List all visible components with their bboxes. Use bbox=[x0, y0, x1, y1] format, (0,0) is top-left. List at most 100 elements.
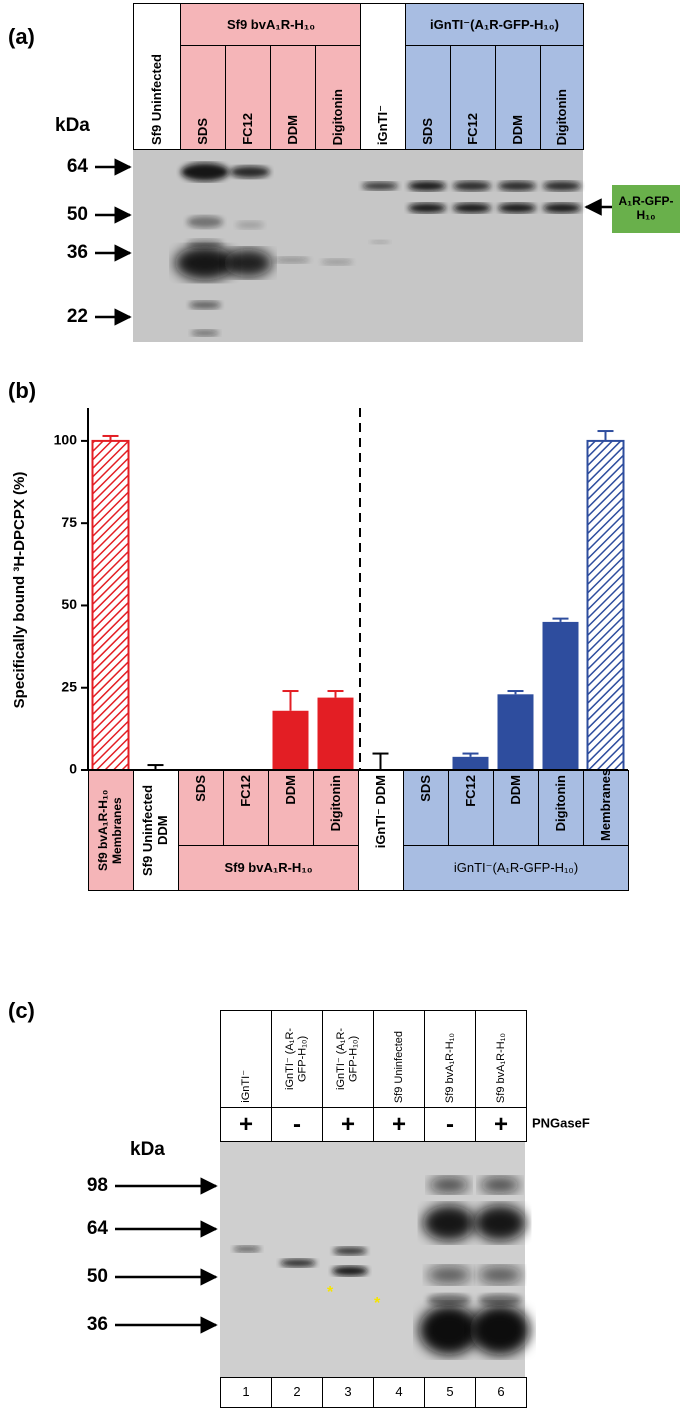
marker-label: 98 bbox=[87, 1175, 108, 1196]
group-label: iGnTI⁻(A₁R-GFP-H₁₀) bbox=[403, 845, 629, 891]
category-label-text: SDS bbox=[417, 775, 433, 802]
blot-band bbox=[408, 181, 446, 191]
bar bbox=[91, 439, 130, 771]
group-header: Sf9 bvA₁R-H₁₀ bbox=[180, 3, 362, 47]
category-label: SDS bbox=[403, 770, 449, 846]
treatment-sign: - bbox=[424, 1107, 476, 1142]
lane-header-text: SDS bbox=[194, 118, 210, 145]
treatment-sign: + bbox=[373, 1107, 425, 1142]
lane-header: Sf9 Uninfected bbox=[373, 1010, 425, 1108]
lane-header-text: iGnTI⁻ (A₁R-GFP-H₁₀) bbox=[284, 1027, 309, 1091]
blot-band bbox=[478, 1294, 522, 1306]
lane-number: 4 bbox=[373, 1377, 425, 1408]
marker-label: 36 bbox=[87, 1314, 108, 1335]
blot-band bbox=[419, 1305, 479, 1355]
lane-header: SDS bbox=[405, 45, 451, 150]
blot-band bbox=[453, 181, 491, 191]
lane-number-text: 2 bbox=[293, 1384, 301, 1400]
panel-label: (b) bbox=[8, 378, 36, 403]
blot-band bbox=[423, 1205, 475, 1241]
blot-band bbox=[230, 166, 270, 178]
blot-band bbox=[498, 181, 536, 191]
lane-header-text: Sf9 Uninfected bbox=[392, 1030, 405, 1103]
panel-label: (a) bbox=[8, 24, 35, 49]
category-label: DDM bbox=[493, 770, 539, 846]
lane-header-text: DDM bbox=[284, 115, 300, 145]
blot-band bbox=[478, 1266, 522, 1284]
panel-label: (c) bbox=[8, 998, 35, 1023]
lane-header: SDS bbox=[180, 45, 226, 150]
lane-header: DDM bbox=[495, 45, 541, 150]
y-axis-title: Specifically bound ³H-DPCPX (%) bbox=[11, 472, 28, 709]
category-label-text: Digitonin bbox=[552, 775, 568, 832]
group-header: iGnTI⁻(A₁R-GFP-H₁₀) bbox=[405, 3, 584, 47]
bar bbox=[542, 621, 579, 770]
category-label-text: FC12 bbox=[237, 775, 253, 807]
lane-header: Sf9 bvA₁R-H₁₀ bbox=[424, 1010, 476, 1108]
blot-band bbox=[236, 221, 264, 229]
blot-band bbox=[453, 203, 491, 213]
lane-number-text: 6 bbox=[497, 1384, 505, 1400]
lane-number: 6 bbox=[475, 1377, 527, 1408]
y-tick-label: 25 bbox=[61, 678, 77, 694]
category-label: iGnTI⁻ DDM bbox=[358, 770, 404, 891]
category-label-text: SDS bbox=[192, 775, 208, 802]
lane-header: iGnTI⁻ (A₁R-GFP-H₁₀) bbox=[271, 1010, 323, 1108]
group-header-text: Sf9 bvA₁R-H₁₀ bbox=[226, 16, 316, 32]
blot-band bbox=[333, 1247, 367, 1255]
blot-band bbox=[175, 246, 235, 280]
category-label: FC12 bbox=[223, 770, 269, 846]
category-label: DDM bbox=[268, 770, 314, 846]
blot-band bbox=[370, 240, 390, 244]
treatment-sign: - bbox=[271, 1107, 323, 1142]
error-bar bbox=[507, 690, 524, 695]
lane-header: iGnTI⁻ bbox=[220, 1010, 272, 1108]
marker-label: 64 bbox=[87, 1218, 109, 1239]
bar bbox=[586, 439, 625, 771]
marker-label: 50 bbox=[87, 1266, 108, 1287]
marker-label: 22 bbox=[67, 306, 88, 327]
lane-header: iGnTI⁻ bbox=[360, 3, 406, 150]
category-label: Digitonin bbox=[313, 770, 359, 846]
error-bar bbox=[327, 690, 344, 698]
category-label-text: DDM bbox=[507, 775, 523, 805]
lane-number: 5 bbox=[424, 1377, 476, 1408]
blot-band bbox=[427, 1294, 471, 1306]
lane-header-text: Sf9 Uninfected bbox=[149, 53, 165, 145]
blot-band bbox=[480, 1177, 520, 1193]
blot-band bbox=[321, 259, 353, 265]
error-bar bbox=[552, 617, 569, 622]
kda-label: kDa bbox=[55, 115, 90, 136]
asterisk: * bbox=[374, 1295, 381, 1312]
lane-number: 2 bbox=[271, 1377, 323, 1408]
blot-band bbox=[543, 181, 581, 191]
bar bbox=[317, 697, 354, 770]
kda-label: kDa bbox=[130, 1139, 165, 1160]
lane-number-text: 3 bbox=[344, 1384, 352, 1400]
error-bar bbox=[102, 434, 119, 441]
lane-number: 1 bbox=[220, 1377, 272, 1408]
category-label-text: Sf9 Uninfected DDM bbox=[140, 785, 170, 877]
error-bar bbox=[597, 430, 614, 441]
blot-band bbox=[427, 1266, 471, 1284]
treatment-sign: + bbox=[322, 1107, 374, 1142]
marker-label: 64 bbox=[67, 156, 89, 177]
lane-header: DDM bbox=[270, 45, 316, 150]
blot-band bbox=[187, 216, 223, 228]
lane-header-text: SDS bbox=[419, 118, 435, 145]
y-tick-label: 0 bbox=[69, 761, 77, 777]
lane-number: 3 bbox=[322, 1377, 374, 1408]
group-header-text: iGnTI⁻(A₁R-GFP-H₁₀) bbox=[430, 16, 559, 32]
bar bbox=[452, 756, 489, 770]
category-label-text: Membranes bbox=[597, 770, 613, 841]
blot-band bbox=[332, 1266, 368, 1276]
blot-band bbox=[224, 249, 272, 277]
error-bar bbox=[282, 690, 299, 711]
lane-header-text: Digitonin bbox=[329, 88, 345, 145]
category-label-text: Sf9 bvA₁R-H₁₀ Membranes bbox=[96, 789, 124, 872]
y-tick-label: 50 bbox=[61, 596, 77, 612]
lane-header-text: iGnTI⁻ bbox=[374, 104, 390, 145]
lane-header-text: iGnTI⁻ (A₁R-GFP-H₁₀) bbox=[335, 1027, 360, 1091]
